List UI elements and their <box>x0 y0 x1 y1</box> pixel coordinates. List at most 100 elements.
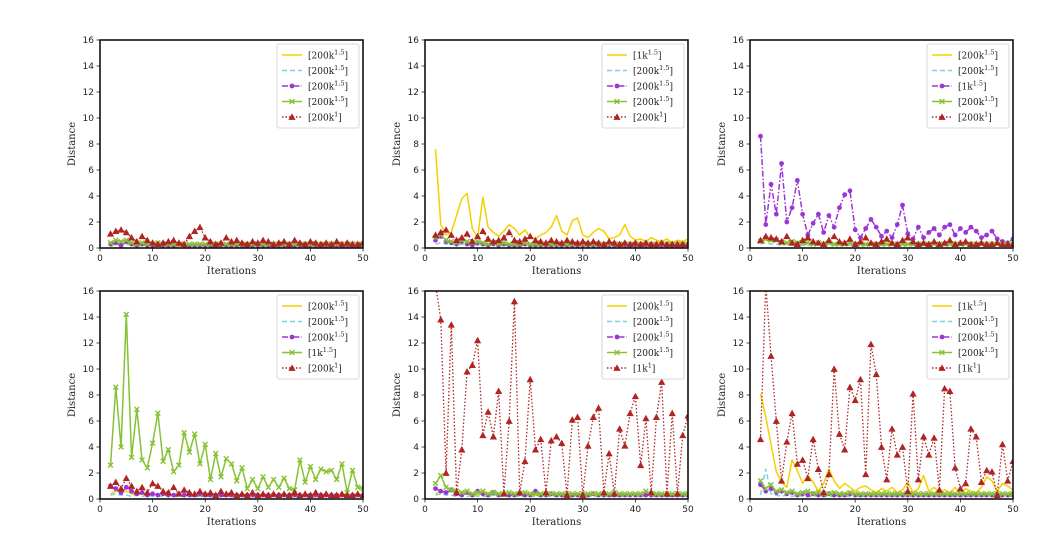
data-point <box>323 468 330 475</box>
data-point <box>359 239 363 246</box>
legend-label-5: [200k1] <box>308 362 342 375</box>
data-point <box>830 365 838 372</box>
data-point <box>989 228 995 234</box>
data-point <box>191 227 199 234</box>
data-point <box>794 178 800 183</box>
data-point <box>233 236 241 244</box>
data-point <box>327 240 336 247</box>
legend-label-4: [200k1.5] <box>308 95 348 108</box>
data-point <box>526 232 534 240</box>
data-point <box>637 240 645 247</box>
data-point <box>594 239 603 246</box>
data-point <box>977 239 986 246</box>
data-point <box>898 236 907 244</box>
data-point <box>526 375 534 383</box>
data-point <box>144 464 151 471</box>
plot-area <box>106 223 363 248</box>
legend-label-5: [1k1] <box>633 362 655 375</box>
data-point <box>154 410 161 417</box>
legend-marker-4 <box>939 98 945 105</box>
data-point <box>112 237 119 244</box>
data-point <box>244 485 251 492</box>
legend-marker-5 <box>288 364 296 371</box>
data-point <box>458 234 466 241</box>
data-point <box>312 488 320 496</box>
data-point <box>354 490 362 497</box>
series-line-1 <box>759 393 1013 495</box>
data-point <box>301 240 309 247</box>
data-point <box>485 490 492 497</box>
x-tick-label: 30 <box>902 505 914 515</box>
data-point <box>349 467 356 474</box>
data-point <box>574 490 581 497</box>
legend-marker-5 <box>938 113 946 120</box>
data-point <box>254 485 261 492</box>
data-point <box>206 488 215 496</box>
data-point <box>631 239 639 246</box>
y-tick-label: 16 <box>733 287 745 297</box>
data-point <box>857 490 864 497</box>
data-point <box>585 490 591 497</box>
data-point <box>484 408 492 415</box>
data-point <box>627 490 634 497</box>
legend: [200k1.5] [200k1.5] [1k1.5] [200k1.5] [200k1… <box>926 43 1010 129</box>
legend-marker-3 <box>939 83 945 89</box>
legend-label-1: [1k1.5] <box>633 49 662 62</box>
data-point <box>1004 240 1012 247</box>
data-point <box>185 232 194 240</box>
data-point <box>133 487 141 495</box>
data-point <box>170 236 178 244</box>
data-point <box>433 486 438 491</box>
data-point <box>663 490 671 497</box>
data-point <box>893 240 901 247</box>
data-point <box>542 488 550 496</box>
data-point <box>238 490 246 497</box>
data-point <box>479 431 487 439</box>
data-point <box>217 239 225 246</box>
data-point <box>820 240 828 247</box>
data-point <box>181 492 187 498</box>
x-tick-label: 0 <box>97 505 103 515</box>
y-tick-label: 14 <box>733 313 745 323</box>
data-point <box>998 440 1007 448</box>
data-point <box>984 232 990 238</box>
data-point <box>767 352 775 359</box>
data-point <box>186 449 193 456</box>
legend-label-2: [200k1.5] <box>308 64 348 77</box>
y-tick-label: 2 <box>88 218 94 228</box>
data-point <box>815 211 821 217</box>
data-point <box>668 409 676 417</box>
y-tick-label: 0 <box>738 495 744 505</box>
data-point <box>1010 490 1013 497</box>
data-point <box>212 450 219 457</box>
data-point <box>925 240 933 247</box>
data-point <box>348 491 357 498</box>
data-point <box>605 237 613 245</box>
data-point <box>962 237 970 245</box>
x-tick-label: 20 <box>524 505 536 515</box>
data-point <box>159 239 167 246</box>
data-point <box>826 490 832 497</box>
data-point <box>463 230 471 237</box>
data-point <box>484 235 492 242</box>
y-tick-label: 10 <box>408 365 420 375</box>
data-point <box>117 485 125 492</box>
x-tick-label: 0 <box>747 505 753 515</box>
legend-label-1: [1k1.5] <box>958 300 987 313</box>
data-point <box>783 438 791 445</box>
x-tick-label: 0 <box>422 254 428 264</box>
data-point <box>632 490 639 497</box>
data-point <box>852 227 858 233</box>
x-tick-label: 0 <box>97 254 103 264</box>
data-point <box>590 490 597 497</box>
data-point <box>442 226 450 233</box>
y-tick-label: 2 <box>88 469 94 479</box>
x-tick-label: 10 <box>472 254 484 264</box>
data-point <box>684 412 688 419</box>
data-point <box>579 491 587 498</box>
data-point <box>510 297 519 305</box>
data-point <box>821 230 827 235</box>
x-tick-label: 20 <box>199 505 211 515</box>
data-point <box>958 226 963 231</box>
x-tick-label: 40 <box>305 254 317 264</box>
